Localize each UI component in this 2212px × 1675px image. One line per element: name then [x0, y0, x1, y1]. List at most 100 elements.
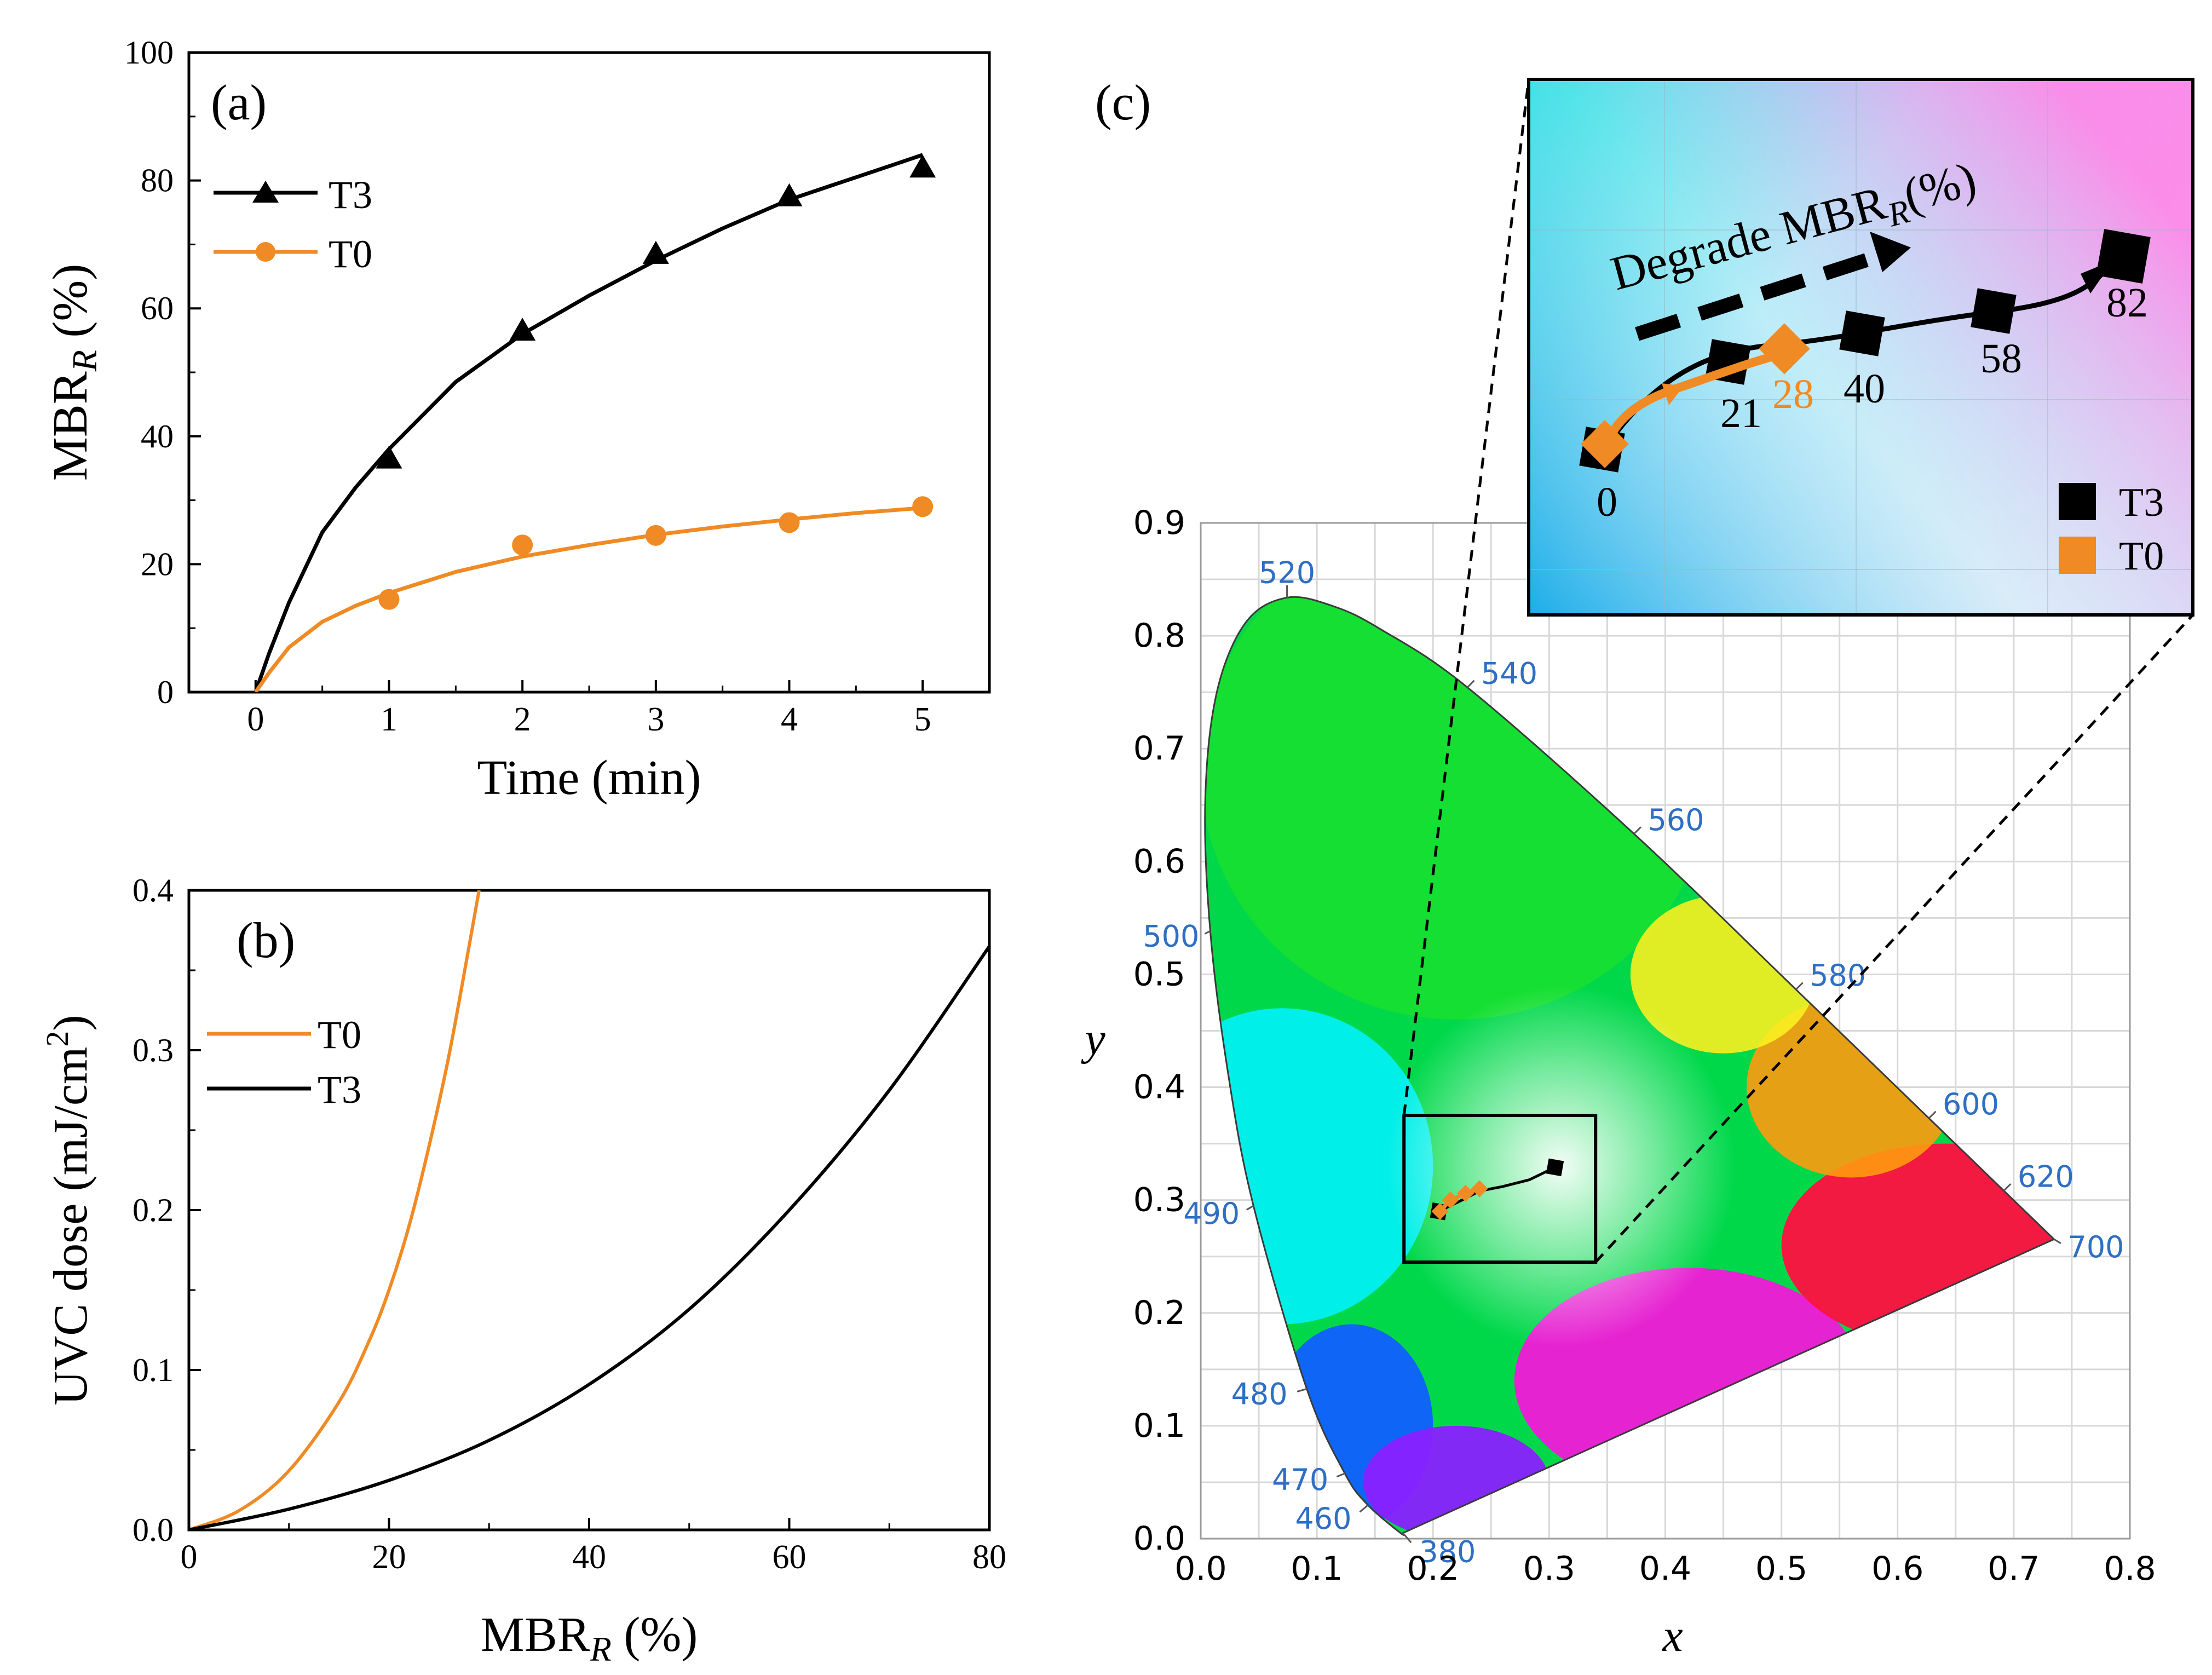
point-t3	[509, 318, 536, 341]
ytick-label: 0.0	[1133, 1519, 1185, 1558]
wavelength-label-460: 460	[1295, 1501, 1351, 1536]
legend-t0-text: T0	[329, 232, 372, 276]
xtick-label: 60	[773, 1539, 807, 1576]
panel-b-xlabel: MBRR (%)	[481, 1608, 698, 1668]
panel-c-xlabel: x	[1661, 1610, 1683, 1661]
inset-t3-point-4	[2096, 229, 2151, 284]
inset-label-58: 58	[1980, 336, 2022, 382]
legend-t0-marker	[256, 242, 275, 262]
inset-t0-arrow	[1662, 383, 1684, 405]
inset-label-0: 0	[1597, 479, 1617, 525]
point-t0	[779, 512, 800, 533]
wavelength-labels: 380 460 470 480 490 500 520 540 560 580 600 620 700	[1143, 555, 2124, 1569]
cie-color-region	[1205, 597, 2054, 1535]
ytick-label: 60	[141, 290, 174, 326]
panel-b-frame	[187, 889, 991, 1532]
wavelength-tick	[1633, 826, 1641, 834]
inset-legend-t3-text: T3	[2119, 480, 2164, 525]
ytick-label: 40	[141, 418, 174, 454]
panel-b-ylabel: UVC dose (mJ/cm2)	[39, 1015, 97, 1405]
point-t3	[909, 154, 936, 178]
ytick-label: 0.4	[133, 872, 174, 908]
xtick-label: 0	[247, 701, 264, 738]
wavelength-label-480: 480	[1231, 1377, 1288, 1411]
ytick-label: 20	[141, 546, 174, 582]
xtick-label: 0.6	[1871, 1550, 1923, 1588]
trajectory-point-t0	[1457, 1184, 1474, 1202]
panel-a-xlabel: Time (min)	[477, 751, 701, 805]
wavelength-tick	[1928, 1110, 1937, 1119]
panel-a-axes: 0 1 2 3 4 5 0 20 40 60 80 100	[124, 34, 990, 738]
panel-c-trajectory	[1430, 1158, 1564, 1221]
wavelength-label-470: 470	[1272, 1463, 1328, 1497]
ytick-label: 0.7	[1133, 729, 1185, 768]
xtick-label: 4	[781, 701, 798, 738]
inset-frame	[1527, 78, 2194, 617]
trajectory-t0	[1438, 1187, 1481, 1213]
dose-line-t3	[189, 945, 989, 1530]
xtick-label: 20	[372, 1539, 406, 1576]
ytick-label: 0.9	[1133, 504, 1185, 542]
legend-t3-text: T3	[329, 173, 372, 217]
ytick-label: 0.2	[133, 1192, 174, 1228]
xtick-label: 0.0	[1174, 1550, 1226, 1588]
panel-c-ylabel: y	[1080, 1014, 1105, 1064]
xtick-label: 0.3	[1523, 1550, 1575, 1588]
ytick-label: 0.5	[1133, 955, 1185, 993]
xtick-label: 0	[181, 1539, 198, 1576]
panel-a-series	[254, 153, 936, 692]
wavelength-label-520: 520	[1259, 555, 1315, 590]
ytick-label: 0.8	[1133, 617, 1185, 655]
panel-a-legend: T3 T0	[214, 173, 372, 276]
xtick-label: 0.1	[1291, 1550, 1343, 1588]
wavelength-label-540: 540	[1481, 656, 1537, 690]
panel-c-axes: 0.0 0.1 0.2 0.3 0.4 0.5 0.6 0.7 0.8 0.0 0.1 0.2 0.3 0…	[1133, 504, 2156, 1588]
legend-b-t0-text: T0	[318, 1013, 361, 1057]
xtick-label: 0.7	[1988, 1550, 2040, 1588]
wavelength-label-560: 560	[1648, 803, 1704, 837]
point-t3	[376, 445, 402, 469]
wavelength-tick	[1359, 1504, 1369, 1513]
wavelength-tick	[1795, 982, 1804, 991]
panel-b-axes: 0 20 40 60 80 0.0 0.1 0.2 0.3 0.4	[133, 872, 1006, 1576]
wavelength-tick	[1246, 1205, 1254, 1211]
wavelength-tick	[1466, 680, 1475, 688]
zoom-connector-left	[1402, 79, 1530, 1116]
xtick-label: 40	[572, 1539, 606, 1576]
xtick-label: 0.8	[2104, 1550, 2156, 1588]
degrade-arrow-head	[1870, 232, 1911, 272]
ytick-label: 100	[124, 34, 174, 71]
ytick-label: 0.0	[133, 1512, 174, 1548]
inset-label-28: 28	[1772, 371, 1814, 417]
inset-legend-t3-marker	[2059, 483, 2096, 520]
wavelength-tick	[1297, 1388, 1307, 1392]
zoom-box	[1402, 1114, 1598, 1264]
wavelength-tick	[2053, 1238, 2061, 1244]
panel-b-series	[189, 890, 989, 1530]
point-t0	[645, 525, 666, 546]
inset: Degrade MBRR(%) 0 21 28 40 58 82 T3	[1527, 78, 2194, 617]
ytick-label: 0.3	[133, 1032, 174, 1068]
wavelength-label-580: 580	[1810, 958, 1866, 993]
wavelength-label-500: 500	[1143, 919, 1199, 953]
panel-a-frame	[187, 51, 991, 694]
wavelength-label-490: 490	[1183, 1196, 1240, 1231]
point-t3	[776, 183, 803, 206]
panel-a-label: (a)	[211, 74, 267, 130]
inset-t3-point-2	[1839, 310, 1885, 356]
fit-line-t0	[254, 506, 923, 692]
inset-t0-point-1	[1759, 323, 1810, 375]
panel-c-label: (c)	[1095, 74, 1151, 130]
trajectory-point-t0	[1471, 1180, 1488, 1198]
xtick-label: 1	[381, 701, 398, 738]
ytick-label: 0	[157, 674, 174, 710]
wavelength-label-620: 620	[2018, 1160, 2074, 1194]
point-t0	[912, 496, 934, 517]
point-t0	[378, 589, 400, 610]
wavelength-tick	[1336, 1472, 1345, 1478]
wavelength-tick	[1402, 1532, 1412, 1544]
trajectory-point-t0	[1431, 1202, 1449, 1220]
panel-b: 0 20 40 60 80 0.0 0.1 0.2 0.3 0.4 (b) T0 T3 MBRR …	[39, 872, 1006, 1668]
